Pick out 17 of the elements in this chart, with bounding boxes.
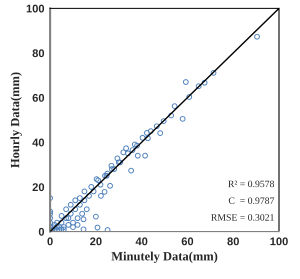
y-axis-title: Hourly Data(mm): [10, 72, 22, 168]
x-tick-label: 100: [270, 237, 288, 246]
x-tick-label: 0: [47, 237, 53, 246]
y-tick-label: 40: [32, 138, 44, 146]
x-tick-label: 60: [182, 237, 194, 246]
y-tick-label: 60: [32, 94, 44, 102]
y-tick-label: 20: [32, 183, 44, 192]
y-tick-label: 100: [26, 4, 44, 13]
y-tick-label: 0: [38, 228, 44, 236]
annotation: C = 0.9787: [228, 197, 274, 204]
x-tick-label: 40: [136, 237, 148, 246]
annotation: RMSE = 0.3021: [211, 214, 274, 221]
x-tick-label: 20: [90, 237, 102, 246]
x-tick-label: 80: [227, 237, 239, 246]
y-tick-label: 80: [32, 49, 44, 58]
annotation: R² = 0.9578: [228, 180, 274, 188]
x-axis-title: Minutely Data(mm): [111, 252, 218, 264]
